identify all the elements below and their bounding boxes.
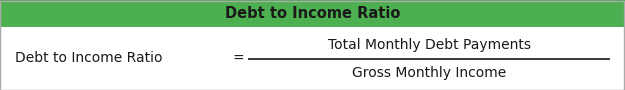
Text: =: = <box>232 51 244 66</box>
Text: Total Monthly Debt Payments: Total Monthly Debt Payments <box>328 38 531 51</box>
Bar <box>0 0 625 27</box>
Text: Gross Monthly Income: Gross Monthly Income <box>352 66 506 79</box>
Text: Debt to Income Ratio: Debt to Income Ratio <box>225 6 400 21</box>
Text: Debt to Income Ratio: Debt to Income Ratio <box>15 51 162 66</box>
